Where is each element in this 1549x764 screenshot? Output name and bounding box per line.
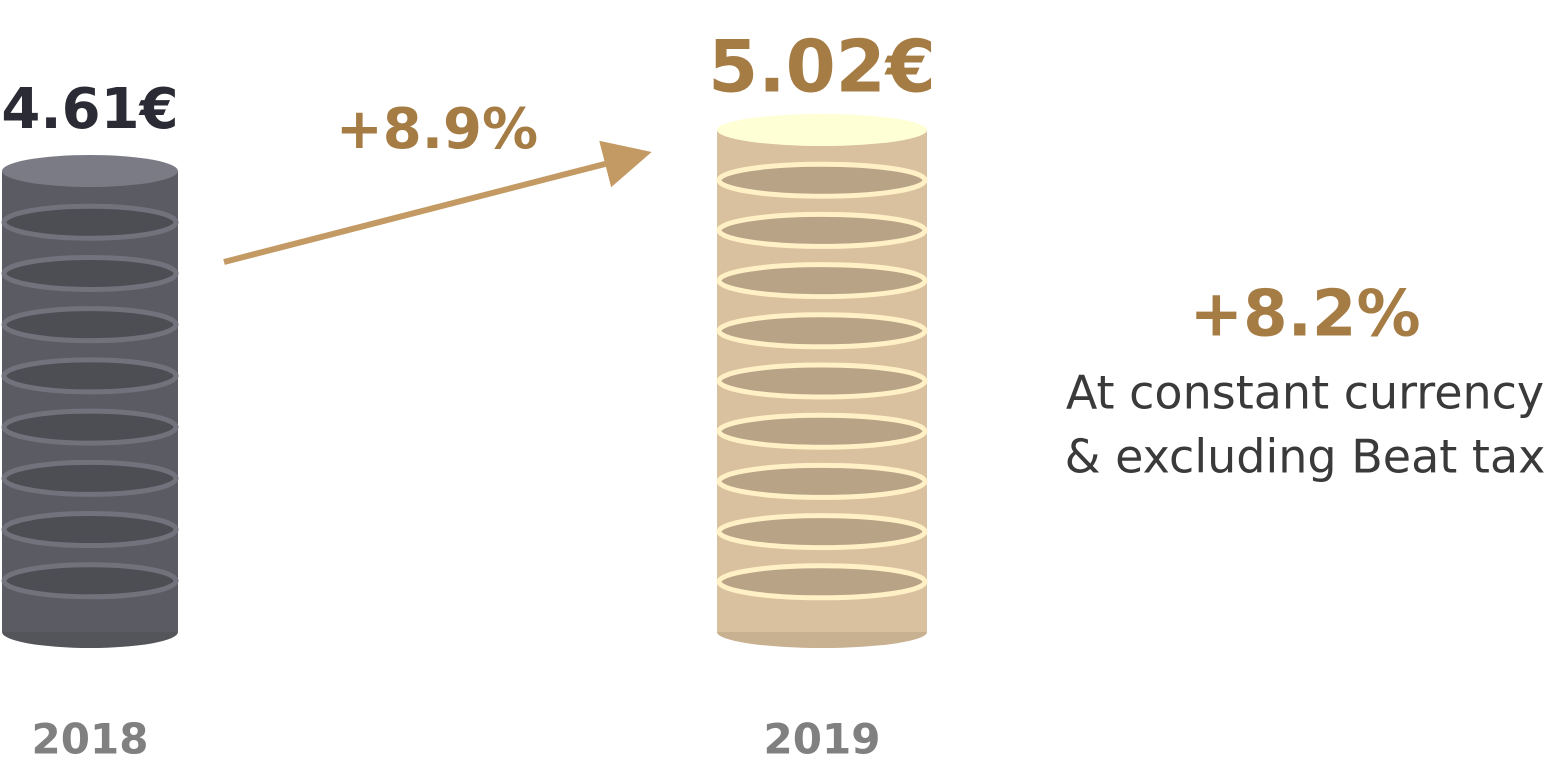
coin-edge [1, 511, 179, 549]
category-label: 2019 [764, 715, 881, 764]
coin-edge [1, 306, 179, 344]
coin-edge [1, 459, 179, 497]
coin-stack [716, 114, 928, 648]
coin-edge [716, 412, 928, 450]
coin-edge [1, 203, 179, 241]
coin-stack [1, 155, 179, 648]
coin-edge [716, 513, 928, 551]
category-label: 2018 [32, 715, 149, 764]
growth-arrow [223, 140, 652, 265]
coin-edge [716, 563, 928, 601]
value-label: 4.61€ [1, 77, 178, 142]
coin-edge [716, 312, 928, 350]
value-label: 5.02€ [708, 25, 936, 109]
coin-edge [1, 408, 179, 446]
coin-edge [716, 262, 928, 300]
coin-edge [1, 254, 179, 292]
coin-edge [1, 562, 179, 600]
coin-body [2, 171, 178, 632]
coin-edge [716, 161, 928, 199]
note-line: & excluding Beat tax [1065, 430, 1546, 484]
constant-growth-label: +8.2% [1189, 278, 1420, 352]
note-line: At constant currency [1066, 366, 1544, 420]
coin-top [717, 114, 927, 146]
coin-edge [716, 362, 928, 400]
growth-label: +8.9% [336, 97, 538, 162]
coin-edge [716, 211, 928, 249]
coin-edge [1, 357, 179, 395]
coin-top [2, 155, 178, 187]
coin-edge [716, 462, 928, 500]
